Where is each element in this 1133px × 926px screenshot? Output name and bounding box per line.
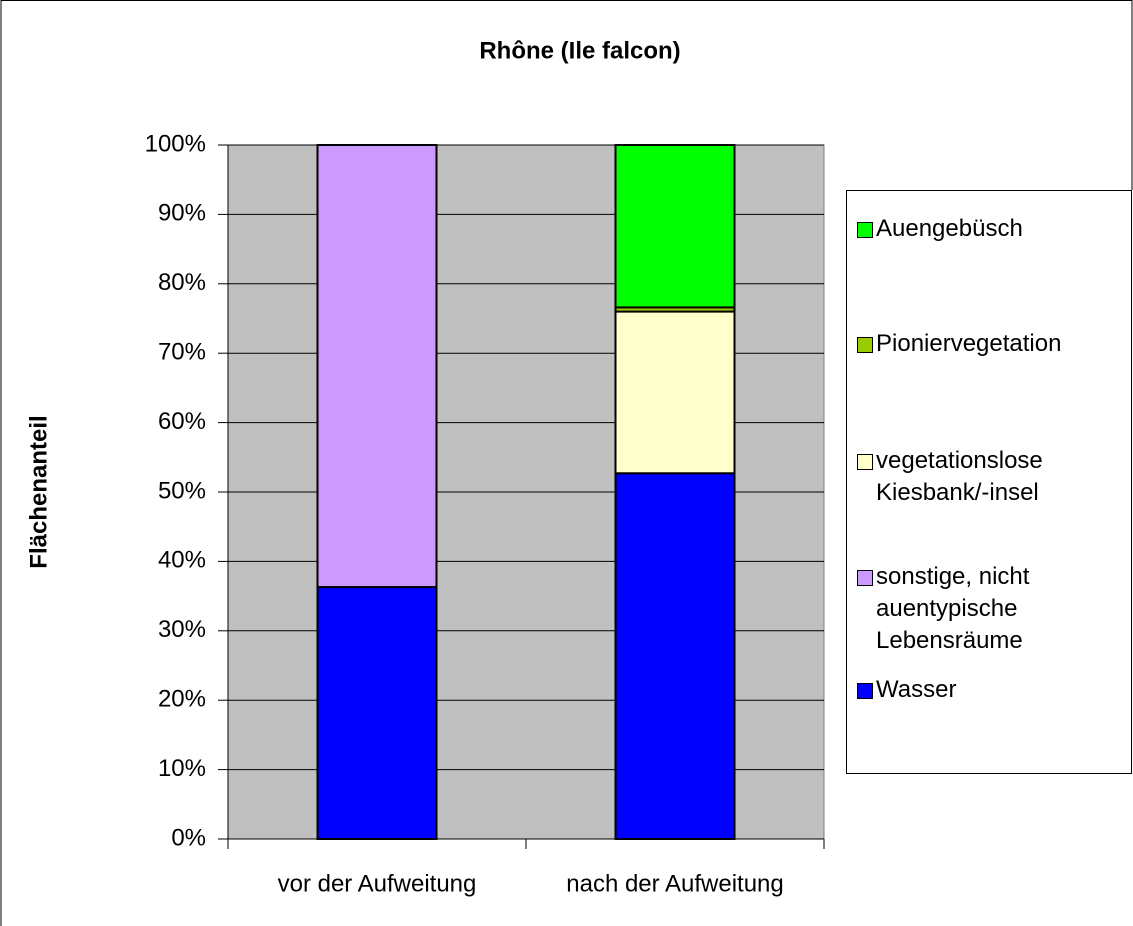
y-tick-label: 70%: [158, 339, 206, 366]
y-tick-label: 20%: [158, 686, 206, 713]
legend-label: Wasser: [876, 676, 957, 703]
legend-label: Auengebüsch: [876, 215, 1023, 242]
legend-swatch: [857, 570, 873, 586]
y-axis-label: Flächenanteil: [25, 415, 52, 568]
y-tick-label: 60%: [158, 408, 206, 435]
y-tick-label: 100%: [145, 130, 206, 157]
y-tick-label: 30%: [158, 616, 206, 643]
chart-title: Rhône (Ile falcon): [479, 37, 680, 64]
legend-swatch: [857, 454, 873, 470]
y-tick-label: 90%: [158, 200, 206, 227]
x-tick-label: nach der Aufweitung: [566, 870, 784, 897]
bar-segment: [614, 472, 736, 840]
bar-segment: [614, 310, 736, 475]
legend-label: Pioniervegetation: [876, 330, 1062, 357]
bar-segment: [316, 586, 438, 840]
x-tick-label: vor der Aufweitung: [278, 870, 477, 897]
legend-swatch: [857, 222, 873, 238]
y-tick-label: 50%: [158, 477, 206, 504]
legend: Auengebüsch Pioniervegetation vegetationsl…: [846, 190, 1132, 774]
y-tick-label: 0%: [171, 824, 206, 851]
legend-swatch: [857, 337, 873, 353]
legend-swatch: [857, 683, 873, 699]
bar-segment: [614, 144, 736, 309]
y-tick-label: 40%: [158, 547, 206, 574]
bar-segment: [316, 144, 438, 589]
y-tick-label: 10%: [158, 755, 206, 782]
legend-label: vegetationslose Kiesbank/-insel: [876, 447, 1043, 506]
legend-label: sonstige, nicht auentypische Lebensräume: [876, 563, 1030, 654]
y-tick-label: 80%: [158, 269, 206, 296]
